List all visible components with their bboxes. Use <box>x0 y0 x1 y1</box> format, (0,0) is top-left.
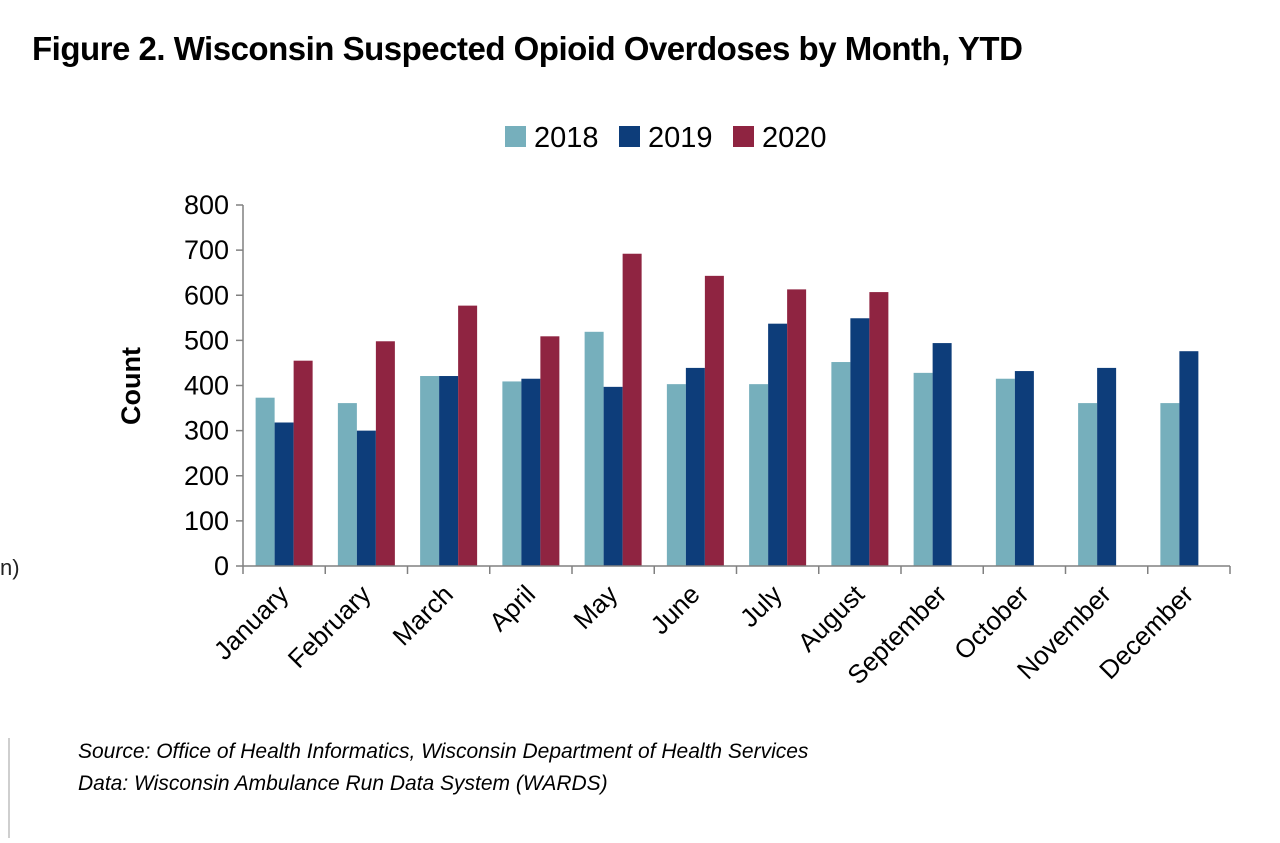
bar-2020-january <box>293 360 313 566</box>
x-tick-label: March <box>387 579 459 651</box>
bar-2019-november <box>1097 367 1117 566</box>
bar-2018-june <box>666 384 686 566</box>
bar-2019-july <box>768 323 788 566</box>
y-tick-label: 600 <box>184 280 229 310</box>
bar-2019-june <box>685 367 705 566</box>
x-tick-label: May <box>567 579 623 635</box>
bar-2018-november <box>1078 403 1098 566</box>
bar-2019-april <box>521 378 541 566</box>
bar-2018-july <box>749 384 769 566</box>
chart-title: Figure 2. Wisconsin Suspected Opioid Ove… <box>32 30 1023 67</box>
bar-2018-december <box>1160 403 1180 566</box>
bar-2019-may <box>603 386 623 566</box>
y-tick-label: 0 <box>214 551 229 581</box>
data-note: Data: Wisconsin Ambulance Run Data Syste… <box>78 772 608 795</box>
bar-2019-january <box>274 422 294 566</box>
y-tick-label: 200 <box>184 461 229 491</box>
legend-swatch-2020 <box>733 126 754 147</box>
bar-2020-february <box>375 341 395 566</box>
y-tick-label: 700 <box>184 235 229 265</box>
legend-label-2018: 2018 <box>534 122 599 154</box>
bar-2019-december <box>1179 351 1199 566</box>
legend-swatch-2018 <box>505 126 526 147</box>
x-tick-label: July <box>734 579 788 633</box>
bar-2020-may <box>622 253 642 567</box>
legend-label-2020: 2020 <box>762 122 827 154</box>
cropped-border-line <box>8 738 10 838</box>
bar-2020-march <box>458 305 478 566</box>
legend-swatch-2019 <box>619 126 640 147</box>
bar-2020-april <box>540 336 560 566</box>
y-tick-label: 300 <box>184 416 229 446</box>
source-note: Source: Office of Health Informatics, Wi… <box>78 740 809 763</box>
bar-2019-october <box>1014 371 1034 566</box>
bar-2018-august <box>831 362 851 566</box>
x-tick-label: June <box>645 579 706 640</box>
bar-2018-september <box>913 372 933 566</box>
bar-2018-may <box>584 331 604 566</box>
y-tick-label: 100 <box>184 506 229 536</box>
bar-2019-february <box>356 430 376 566</box>
bar-2018-march <box>420 376 440 566</box>
bar-2020-june <box>704 275 724 566</box>
x-tick-label: August <box>792 578 871 657</box>
y-axis-label: Count <box>116 347 146 425</box>
bar-2019-march <box>439 376 459 566</box>
x-tick-label: April <box>483 579 541 637</box>
x-tick-label: February <box>282 579 377 674</box>
bar-2019-august <box>850 318 870 566</box>
legend-label-2019: 2019 <box>648 122 713 154</box>
legend: 2018 2019 2020 <box>505 122 827 154</box>
y-tick-label: 500 <box>184 325 229 355</box>
bar-2019-september <box>932 343 952 566</box>
cropped-text-fragment: n) <box>0 555 20 580</box>
bar-2020-july <box>787 289 807 566</box>
bar-2020-august <box>869 292 889 566</box>
y-tick-label: 800 <box>184 190 229 220</box>
bar-2018-april <box>502 381 522 566</box>
bar-2018-october <box>995 378 1015 566</box>
y-tick-label: 400 <box>184 371 229 401</box>
y-axis: 0 100 200 300 400 500 600 700 800 <box>184 190 244 581</box>
bar-2018-january <box>255 397 275 566</box>
bar-2018-february <box>337 403 357 566</box>
bars <box>255 253 1199 567</box>
